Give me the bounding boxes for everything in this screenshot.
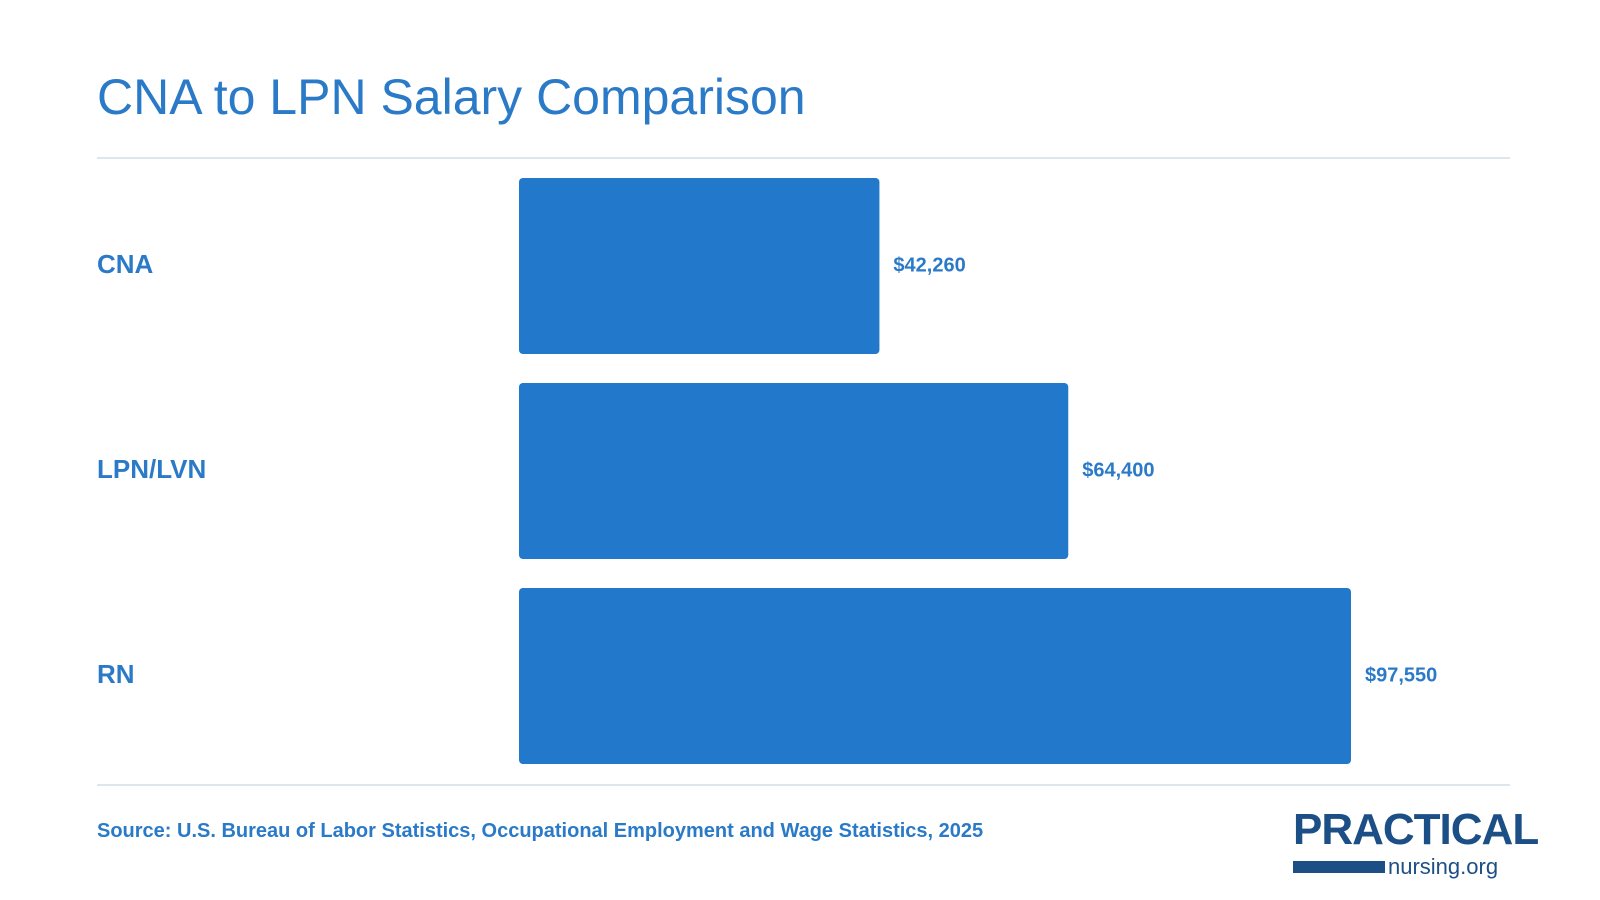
- practical-nursing-logo: PRACTICAL nursing.org: [1293, 808, 1539, 880]
- labels-layer: CNA $42,260 LPN/LVN $64,400 RN $97,550: [97, 249, 1437, 689]
- value-label: $97,550: [1365, 664, 1437, 686]
- bars-layer: [519, 178, 1351, 764]
- source-note: Source: U.S. Bureau of Labor Statistics,…: [97, 820, 984, 842]
- value-label: $42,260: [893, 254, 965, 276]
- bar-cna: [519, 178, 880, 354]
- logo-wordmark-bottom: nursing.org: [1388, 854, 1499, 879]
- top-divider: [97, 157, 1510, 159]
- category-label: CNA: [97, 249, 154, 279]
- chart-title: CNA to LPN Salary Comparison: [97, 69, 806, 125]
- bar-lpn-lvn: [519, 383, 1069, 559]
- bottom-divider: [97, 784, 1510, 786]
- category-label: LPN/LVN: [97, 454, 206, 484]
- category-label: RN: [97, 659, 135, 689]
- logo-wordmark-top: PRACTICAL: [1293, 805, 1539, 854]
- value-label: $64,400: [1082, 459, 1154, 481]
- bar-rn: [519, 588, 1351, 764]
- logo-bar: [1293, 861, 1385, 873]
